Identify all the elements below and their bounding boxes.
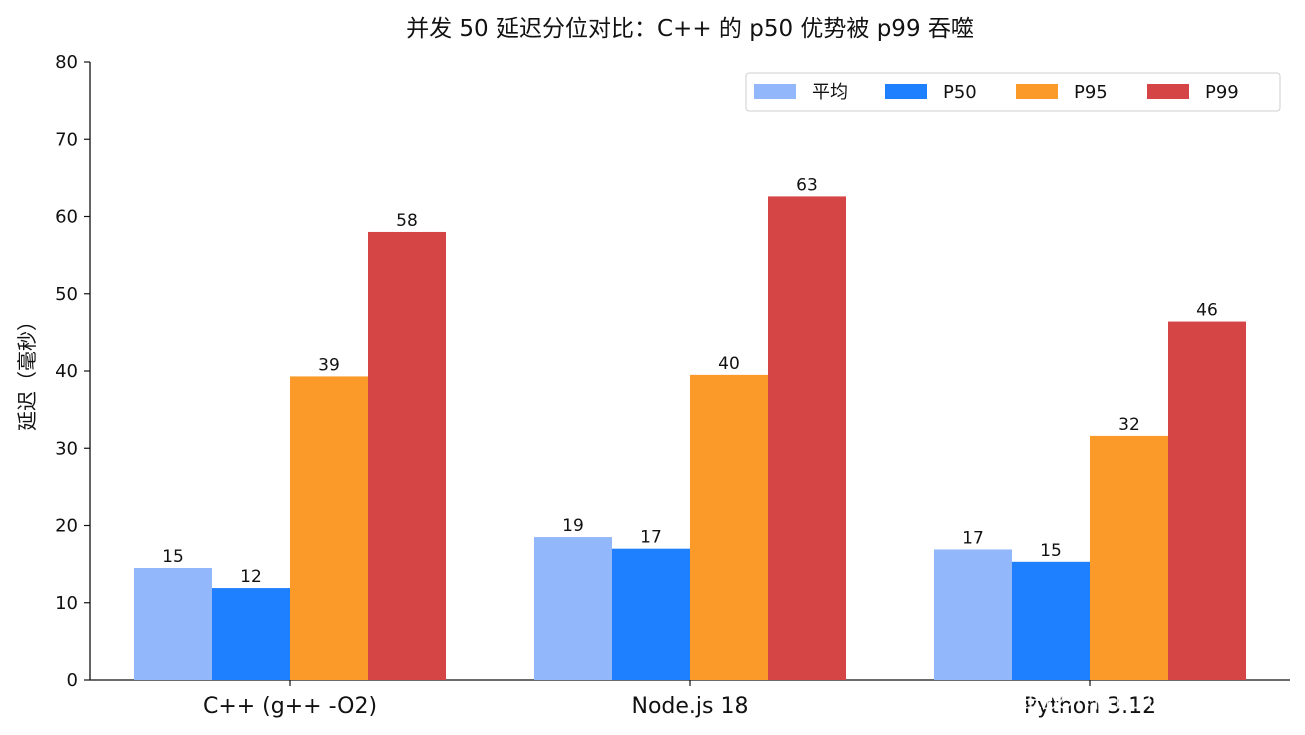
y-tick-label: 50 (55, 284, 78, 305)
bar-value-label: 12 (240, 567, 262, 587)
axes: 0 10 20 30 40 50 60 70 80 C++ (g++ -O2) Node.js 18… (55, 52, 1290, 719)
legend-label: P50 (943, 82, 977, 103)
legend-box (745, 72, 1281, 112)
legend-swatch (885, 84, 927, 99)
legend-swatch (1147, 84, 1189, 99)
chart-title: 并发 50 延迟分位对比：C++ 的 p50 优势被 p99 吞噬 (406, 16, 974, 42)
bar-平均-2 (934, 549, 1012, 680)
bar-P95-1 (690, 374, 768, 680)
bar-P99-0 (368, 231, 446, 680)
y-tick-label: 20 (55, 516, 78, 537)
y-tick-label: 0 (67, 670, 78, 691)
y-tick-label: 40 (55, 361, 78, 382)
bar-value-label: 39 (318, 355, 340, 375)
bar-平均-1 (534, 537, 612, 680)
bar-value-label: 19 (562, 516, 584, 536)
bar-P99-2 (1168, 321, 1246, 680)
y-axis-label: 延迟（毫秒） (15, 311, 39, 431)
bar-value-label: 17 (962, 528, 984, 548)
bar-P95-0 (290, 376, 368, 680)
bar-value-label: 17 (640, 528, 662, 548)
bar-value-label: 58 (396, 211, 418, 231)
legend-label: P95 (1074, 82, 1108, 103)
bar-P50-2 (1012, 561, 1090, 680)
bar-P50-1 (612, 548, 690, 680)
bar-value-label: 15 (1040, 541, 1062, 561)
bar-P50-0 (212, 588, 290, 680)
y-tick-label: 60 (55, 207, 78, 228)
bar-value-label: 40 (718, 354, 740, 374)
bar-P95-2 (1090, 435, 1168, 680)
watermark: 掘金技术社区 @ badhope (995, 685, 1283, 713)
bar-P99-1 (768, 196, 846, 681)
legend-swatch (754, 84, 796, 99)
legend-label: P99 (1205, 82, 1239, 103)
bar-value-label: 63 (796, 175, 818, 195)
bar-value-label: 46 (1196, 301, 1218, 321)
y-tick-label: 70 (55, 129, 78, 150)
x-tick-label: C++ (g++ -O2) (203, 694, 377, 719)
bar-value-label: 15 (162, 547, 184, 567)
y-tick-label: 80 (55, 52, 78, 73)
legend-swatch (1016, 84, 1058, 99)
legend-label: 平均 (812, 82, 848, 103)
y-tick-label: 30 (55, 438, 78, 459)
x-tick-label: Node.js 18 (632, 694, 749, 719)
bar-value-label: 32 (1118, 415, 1140, 435)
x-tick-label: Python 3.12 (1024, 694, 1156, 719)
y-tick-label: 10 (55, 593, 78, 614)
bar-平均-0 (134, 567, 212, 680)
legend: 平均 P50 P95 P99 (745, 72, 1281, 112)
bars: 15 12 39 58 19 17 40 63 17 15 32 46 (134, 175, 1246, 681)
